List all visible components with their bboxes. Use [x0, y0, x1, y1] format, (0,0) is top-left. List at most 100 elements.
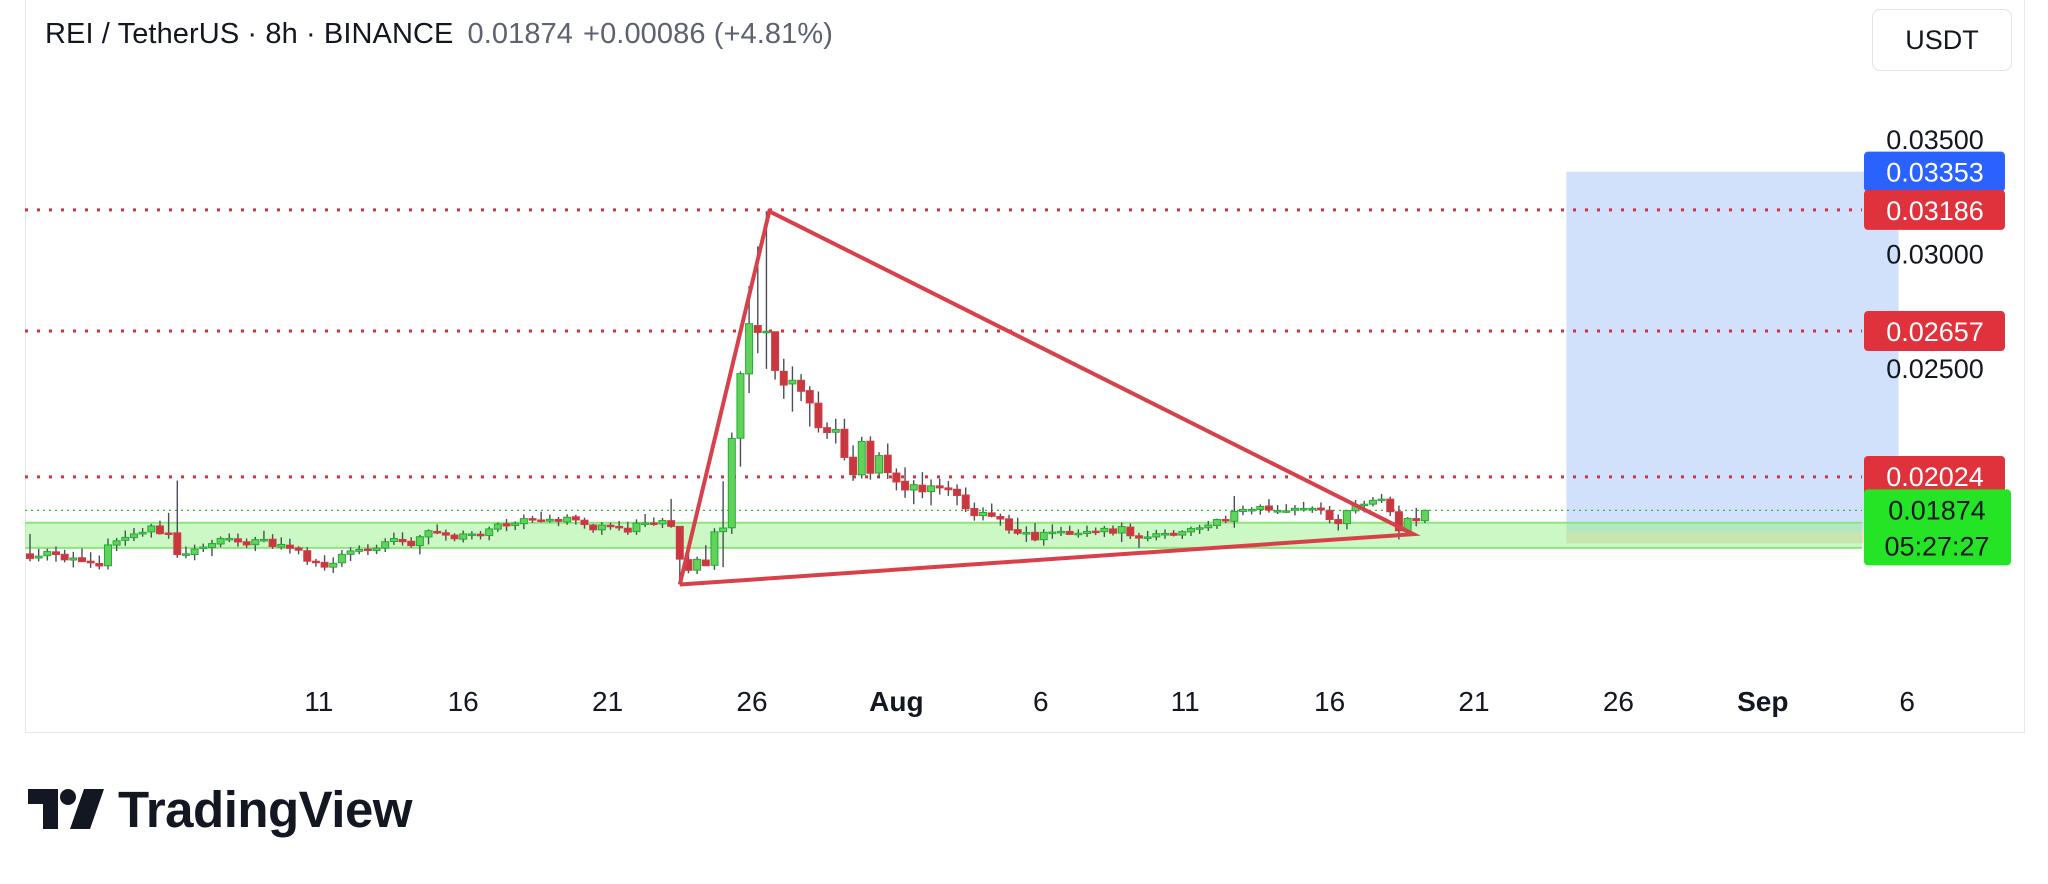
- candle[interactable]: [173, 480, 182, 558]
- candle[interactable]: [710, 528, 719, 570]
- candle[interactable]: [1264, 499, 1273, 513]
- candle[interactable]: [1299, 501, 1308, 512]
- candle[interactable]: [771, 331, 780, 380]
- candle[interactable]: [961, 487, 970, 512]
- candle[interactable]: [1022, 526, 1031, 542]
- candle[interactable]: [944, 481, 953, 496]
- candle[interactable]: [398, 532, 407, 546]
- candle[interactable]: [43, 548, 52, 561]
- candle[interactable]: [441, 529, 450, 541]
- candle[interactable]: [69, 551, 78, 568]
- candle[interactable]: [1169, 530, 1178, 537]
- candle[interactable]: [199, 543, 208, 553]
- candle[interactable]: [294, 546, 303, 555]
- candle[interactable]: [1057, 526, 1066, 537]
- candle[interactable]: [155, 520, 164, 535]
- candle[interactable]: [268, 534, 277, 549]
- candle[interactable]: [1074, 529, 1083, 538]
- candle[interactable]: [1420, 509, 1429, 523]
- candle[interactable]: [823, 422, 832, 439]
- candle[interactable]: [95, 555, 104, 570]
- candle[interactable]: [251, 536, 260, 552]
- candle[interactable]: [1039, 529, 1048, 546]
- candle[interactable]: [77, 548, 86, 563]
- candle[interactable]: [225, 533, 234, 543]
- candle[interactable]: [86, 552, 95, 568]
- candle[interactable]: [207, 539, 216, 557]
- candle[interactable]: [311, 558, 320, 567]
- candle[interactable]: [502, 519, 511, 532]
- candle[interactable]: [857, 436, 866, 479]
- candle[interactable]: [407, 537, 416, 548]
- candle[interactable]: [918, 472, 927, 499]
- candle[interactable]: [1342, 509, 1351, 530]
- candle[interactable]: [60, 549, 69, 563]
- candle[interactable]: [970, 502, 979, 521]
- candle[interactable]: [632, 519, 641, 535]
- candle[interactable]: [1325, 506, 1334, 524]
- candle[interactable]: [1048, 524, 1057, 539]
- candle[interactable]: [563, 514, 572, 525]
- candle[interactable]: [849, 445, 858, 481]
- candle[interactable]: [476, 530, 485, 540]
- candle[interactable]: [320, 555, 329, 571]
- candle[interactable]: [537, 511, 546, 523]
- candle[interactable]: [1238, 505, 1247, 516]
- candle[interactable]: [181, 546, 190, 559]
- candle[interactable]: [580, 517, 589, 529]
- candle[interactable]: [649, 517, 658, 526]
- candle[interactable]: [987, 503, 996, 518]
- candle[interactable]: [103, 538, 112, 570]
- candle[interactable]: [1091, 527, 1100, 536]
- candle[interactable]: [883, 443, 892, 479]
- candle[interactable]: [1412, 507, 1421, 527]
- candle[interactable]: [1273, 505, 1282, 515]
- candle[interactable]: [1083, 525, 1092, 537]
- candle[interactable]: [727, 432, 736, 534]
- candle[interactable]: [1195, 524, 1204, 534]
- candle[interactable]: [1316, 502, 1325, 515]
- candle[interactable]: [233, 533, 242, 547]
- candle[interactable]: [190, 544, 199, 561]
- candle[interactable]: [450, 533, 459, 542]
- candle[interactable]: [1013, 517, 1022, 536]
- candle[interactable]: [511, 521, 520, 531]
- candle[interactable]: [329, 557, 338, 573]
- candle[interactable]: [840, 418, 849, 461]
- candle[interactable]: [996, 513, 1005, 526]
- candle[interactable]: [719, 481, 728, 568]
- candle[interactable]: [1100, 525, 1109, 537]
- candle[interactable]: [589, 523, 598, 533]
- candle[interactable]: [528, 515, 537, 523]
- candle[interactable]: [129, 527, 138, 542]
- candle[interactable]: [1230, 495, 1239, 528]
- candle[interactable]: [892, 468, 901, 491]
- candle[interactable]: [493, 522, 502, 532]
- candle[interactable]: [1134, 532, 1143, 548]
- candle[interactable]: [615, 520, 624, 531]
- candle[interactable]: [121, 530, 130, 546]
- candle[interactable]: [606, 522, 615, 530]
- candle[interactable]: [372, 544, 381, 555]
- candle[interactable]: [1160, 529, 1169, 539]
- triangle-pattern[interactable]: [677, 208, 1421, 587]
- candle[interactable]: [285, 538, 294, 554]
- candle[interactable]: [953, 484, 962, 506]
- candle[interactable]: [1109, 525, 1117, 536]
- candle[interactable]: [519, 514, 528, 530]
- candle[interactable]: [346, 547, 355, 561]
- candle[interactable]: [415, 534, 424, 555]
- candle[interactable]: [901, 467, 910, 498]
- candle[interactable]: [303, 547, 312, 565]
- candle[interactable]: [259, 530, 268, 543]
- candle[interactable]: [381, 538, 390, 553]
- candle[interactable]: [641, 514, 650, 528]
- price-chart[interactable]: 0.03500 0.03000 0.02500 11 16 21 26 Aug 6 11 16 21 2…: [0, 0, 2048, 740]
- candle[interactable]: [459, 530, 468, 543]
- candle[interactable]: [216, 536, 225, 548]
- candle[interactable]: [1256, 504, 1265, 515]
- candle[interactable]: [979, 507, 988, 521]
- candle[interactable]: [1290, 505, 1299, 516]
- candle[interactable]: [1386, 496, 1395, 517]
- candle[interactable]: [1204, 520, 1213, 531]
